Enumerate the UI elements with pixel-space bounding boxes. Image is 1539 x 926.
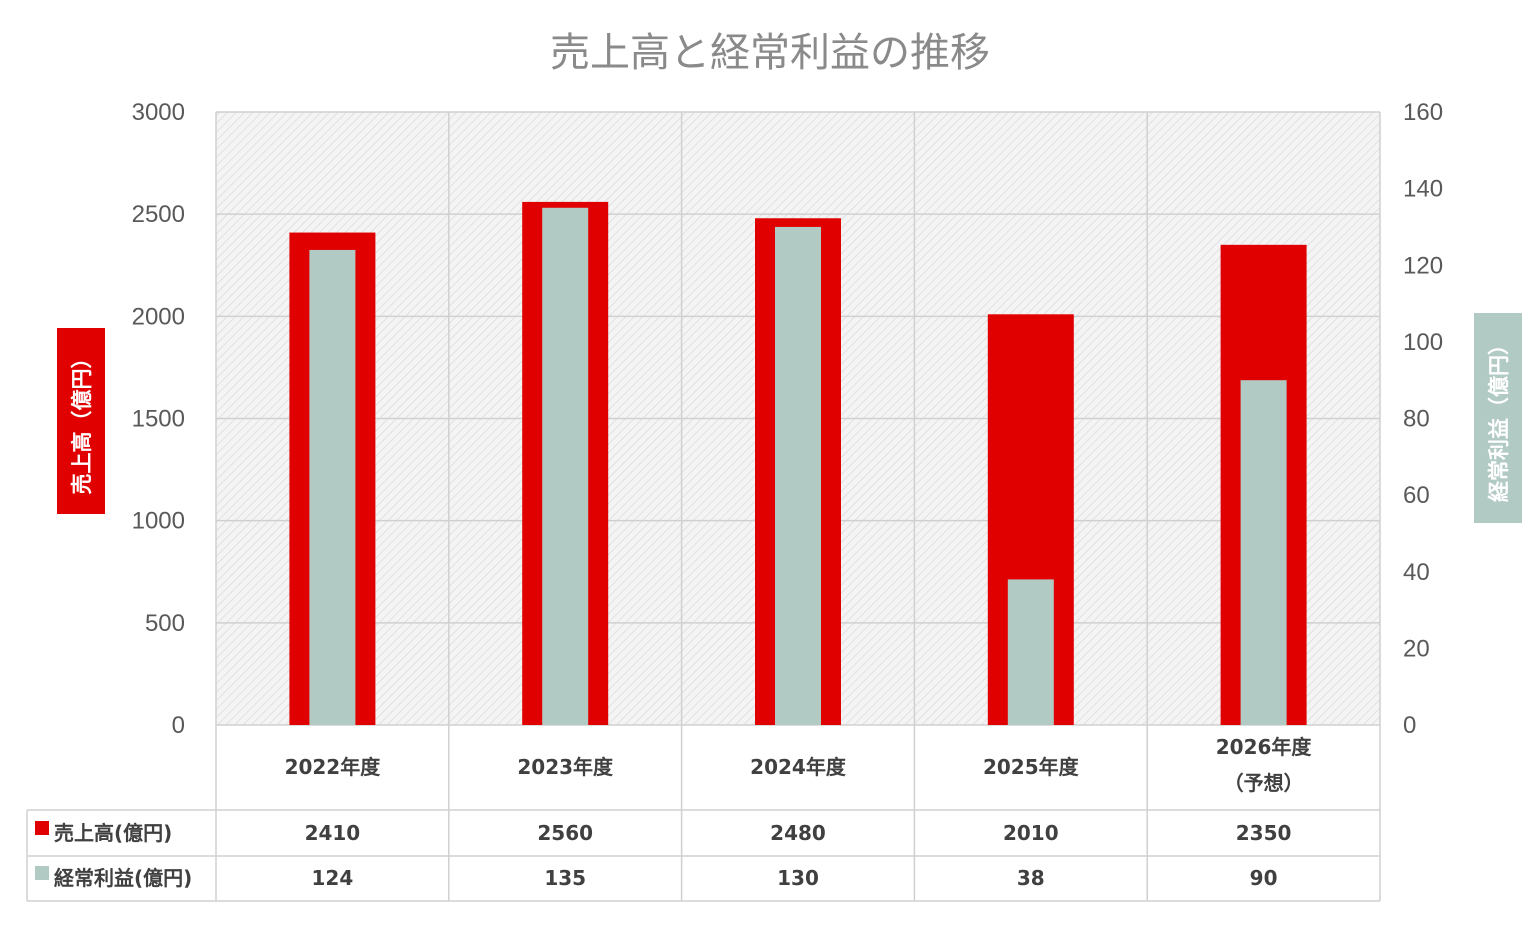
profit-bar	[1007, 579, 1054, 725]
left-tick-label: 1000	[132, 508, 185, 535]
right-tick-label: 100	[1403, 329, 1443, 356]
data-table: 2022年度 2023年度 2024年度 2025年度 2026年度 （予想） 売上高(億円…	[26, 725, 1381, 902]
right-tick-label: 80	[1403, 406, 1430, 433]
left-tick-label: 1500	[132, 406, 185, 433]
table-cell: 2350	[1236, 821, 1292, 845]
left-tick-label: 2500	[132, 201, 185, 228]
table-cell: 38	[1017, 866, 1045, 890]
table-cell: 2480	[770, 821, 826, 845]
category-label: 2026年度	[1216, 735, 1313, 759]
profit-bar	[775, 226, 821, 725]
right-tick-label: 120	[1403, 252, 1443, 279]
category-label: 2022年度	[285, 755, 382, 779]
right-axis-ticks: 0 20 40 60 80 100 120 140 160	[1403, 99, 1443, 739]
right-axis-label-box	[1474, 313, 1522, 523]
table-cell: 130	[777, 866, 819, 890]
bars	[289, 201, 1307, 726]
legend-key	[35, 821, 49, 835]
table-cell: 135	[544, 866, 586, 890]
legend-key	[35, 866, 49, 880]
right-tick-label: 40	[1403, 559, 1430, 586]
left-axis-label: 売上高（億円）	[70, 348, 94, 495]
table-cell: 90	[1250, 866, 1278, 890]
right-tick-label: 160	[1403, 99, 1443, 126]
left-tick-label: 3000	[132, 99, 185, 126]
chart-title: 売上高と経常利益の推移	[550, 30, 990, 76]
profit-bar	[542, 207, 589, 725]
profit-bar	[1240, 380, 1287, 725]
category-label: 2025年度	[983, 755, 1080, 779]
table-cell: 124	[312, 866, 354, 890]
category-label-sub: （予想）	[1224, 771, 1304, 795]
category-label: 2023年度	[517, 755, 614, 779]
right-tick-label: 20	[1403, 635, 1430, 662]
category-label: 2024年度	[750, 755, 847, 779]
table-row-label: 経常利益(億円)	[54, 866, 192, 890]
right-tick-label: 0	[1403, 712, 1416, 739]
profit-bar	[309, 249, 356, 726]
table-row-label: 売上高(億円)	[54, 821, 172, 845]
right-tick-label: 140	[1403, 176, 1443, 203]
table-cell: 2560	[537, 821, 593, 845]
left-tick-label: 0	[172, 712, 185, 739]
table-cell: 2410	[305, 821, 361, 845]
left-tick-label: 500	[145, 610, 185, 637]
table-cell: 2010	[1003, 821, 1059, 845]
right-axis-label: 経常利益（億円）	[1487, 334, 1511, 502]
left-axis-label-box	[57, 328, 105, 514]
left-axis-ticks: 0 500 1000 1500 2000 2500 3000	[132, 99, 185, 739]
left-tick-label: 2000	[132, 303, 185, 330]
right-tick-label: 60	[1403, 482, 1430, 509]
